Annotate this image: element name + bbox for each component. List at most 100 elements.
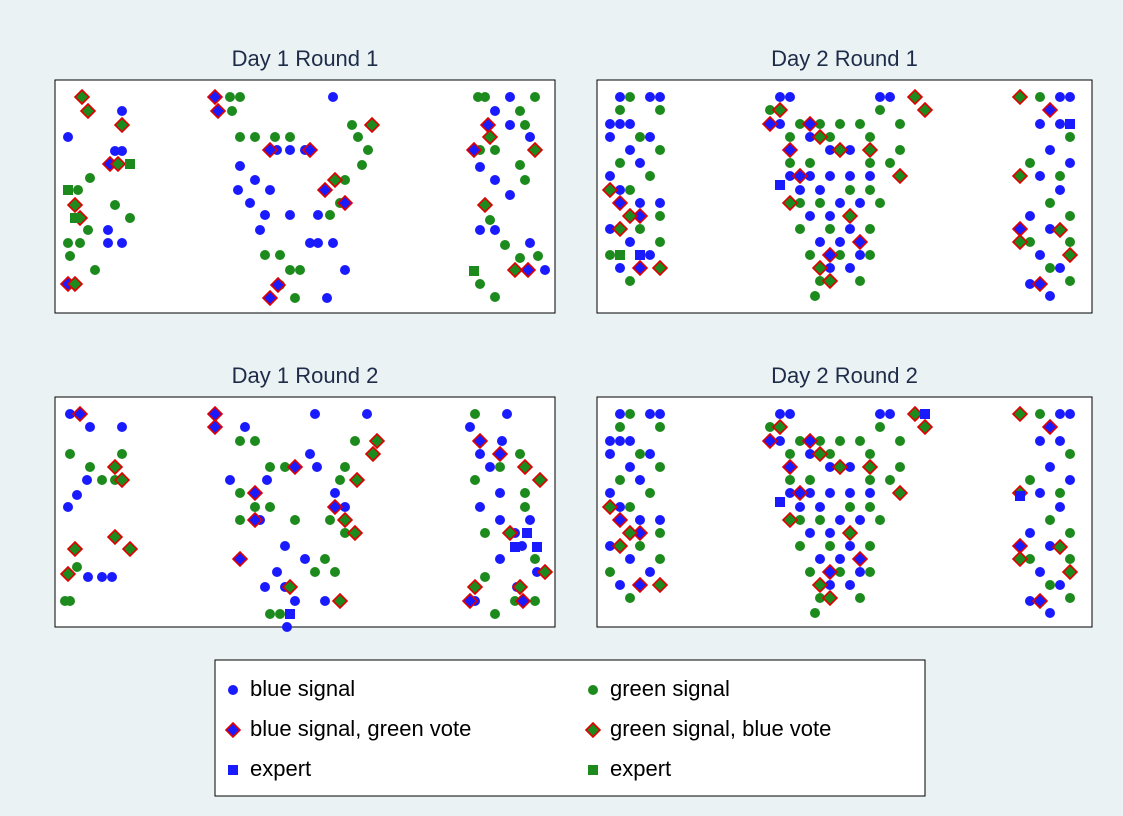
point [322,293,332,303]
point [855,436,865,446]
point [71,405,89,423]
point [771,101,789,119]
point [70,213,80,223]
point [505,92,515,102]
point [510,542,520,552]
point [795,119,805,129]
point [1025,279,1035,289]
point [475,225,485,235]
point [470,475,480,485]
point [480,528,490,538]
point [615,263,625,273]
point [795,436,805,446]
point [1025,554,1035,564]
point [475,502,485,512]
point [1035,250,1045,260]
point [117,106,127,116]
point [865,475,875,485]
point [340,502,350,512]
point [469,266,479,276]
point [811,259,829,277]
point [285,132,295,142]
point [495,554,505,564]
point [1065,211,1075,221]
point [805,171,815,181]
point [1011,88,1029,106]
point [815,198,825,208]
legend-box [214,659,926,797]
point [520,488,530,498]
point [920,409,930,419]
point [845,185,855,195]
point [290,293,300,303]
point [811,445,829,463]
point [615,119,625,129]
point [655,462,665,472]
point [605,567,615,577]
point [1025,237,1035,247]
point [60,596,70,606]
point [490,106,500,116]
panel-title: Day 1 Round 1 [232,46,379,71]
point [895,462,905,472]
point [635,541,645,551]
point [301,141,319,159]
point [506,261,524,279]
point [815,436,825,446]
point [1045,462,1055,472]
point [655,211,665,221]
point [1011,550,1029,568]
legend-marker [224,721,242,739]
point [117,146,127,156]
point [300,554,310,564]
point [505,190,515,200]
point [63,132,73,142]
point [235,132,245,142]
point [520,120,530,130]
point [845,488,855,498]
point [282,622,292,632]
point [865,224,875,234]
point [519,261,537,279]
point [530,554,540,564]
legend-marker [588,765,598,775]
point [821,563,839,581]
point [625,237,635,247]
point [785,488,795,498]
point [875,92,885,102]
point [805,567,815,577]
point [821,246,839,264]
point [320,554,330,564]
point [1055,436,1065,446]
point [465,141,483,159]
point [865,250,875,260]
point [1055,185,1065,195]
point [246,484,264,502]
point [295,265,305,275]
point [117,422,127,432]
point [1065,593,1075,603]
point [225,475,235,485]
point [485,462,495,472]
point [611,220,629,238]
point [275,609,285,619]
point [505,120,515,130]
point [340,462,350,472]
legend-label: blue signal [250,676,355,701]
point [364,445,382,463]
point [340,175,350,185]
point [805,528,815,538]
point [326,498,344,516]
point [269,276,287,294]
point [312,462,322,472]
point [316,181,334,199]
point [655,105,665,115]
point [645,132,655,142]
point [651,259,669,277]
point [785,158,795,168]
point [835,567,845,577]
point [313,210,323,220]
point [280,541,290,551]
point [225,92,235,102]
point [1025,596,1035,606]
